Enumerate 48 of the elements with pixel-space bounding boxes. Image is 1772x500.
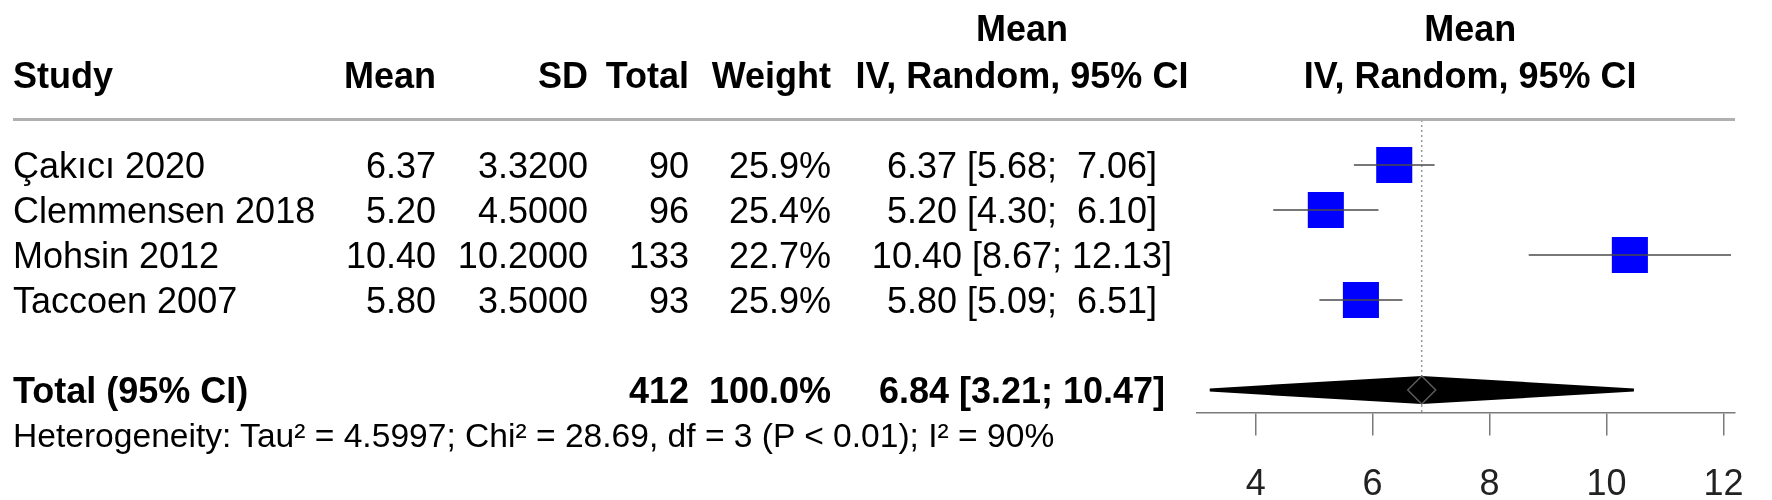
- text: Total (95% CI): [13, 369, 249, 412]
- text: 93: [648, 279, 689, 322]
- text: 25.4%: [728, 189, 831, 232]
- text: 10.40 [8.67; 12.13]: [871, 234, 1173, 277]
- text: 3.5000: [477, 279, 588, 322]
- text: 25.9%: [728, 144, 831, 187]
- text: 10.40: [345, 234, 436, 277]
- x-tick-label: 12: [1703, 462, 1744, 500]
- x-tick-label: 10: [1586, 462, 1627, 500]
- text: Taccoen 2007: [13, 279, 238, 322]
- text: 100.0%: [708, 369, 831, 412]
- text: Mean: [343, 54, 436, 97]
- text: 5.20 [4.30; 6.10]: [886, 189, 1158, 232]
- text: 6.37 [5.68; 7.06]: [886, 144, 1158, 187]
- text: IV, Random, 95% CI: [855, 54, 1189, 97]
- text: 5.80 [5.09; 6.51]: [886, 279, 1158, 322]
- point: [1307, 191, 1344, 229]
- text: Study: [13, 54, 114, 97]
- text: 3.3200: [477, 144, 588, 187]
- text: Clemmensen 2018: [13, 189, 316, 232]
- text: Total: [605, 54, 689, 97]
- x-tick-label: 8: [1479, 462, 1500, 500]
- text: Mean: [975, 8, 1069, 50]
- x-tick-label: 6: [1362, 462, 1383, 500]
- text: 22.7%: [728, 234, 831, 277]
- text: Çakıcı 2020: [13, 144, 206, 187]
- text: 133: [628, 234, 689, 277]
- text: 6.37: [365, 144, 436, 187]
- text: 25.9%: [728, 279, 831, 322]
- text: Weight: [711, 54, 831, 97]
- text: 10.2000: [457, 234, 588, 277]
- text: IV, Random, 95% CI: [1303, 54, 1637, 97]
- text: 6.84 [3.21; 10.47]: [878, 369, 1166, 412]
- point: [1342, 281, 1379, 319]
- text: 5.80: [365, 279, 436, 322]
- point: [1611, 236, 1648, 274]
- text: Heterogeneity: Tau² = 4.5997; Chi² = 28.69, df = 3 (P < 0.01); I² = 90%: [13, 417, 1055, 456]
- x-tick-label: 4: [1245, 462, 1266, 500]
- text: 412: [628, 369, 689, 412]
- text: 5.20: [365, 189, 436, 232]
- point: [1376, 146, 1413, 184]
- text: 4.5000: [477, 189, 588, 232]
- text: Mean: [1424, 8, 1517, 50]
- point: [1406, 375, 1437, 405]
- text: 96: [648, 189, 689, 232]
- text: 90: [648, 144, 689, 187]
- text: SD: [537, 54, 588, 97]
- text: Mohsin 2012: [13, 234, 220, 277]
